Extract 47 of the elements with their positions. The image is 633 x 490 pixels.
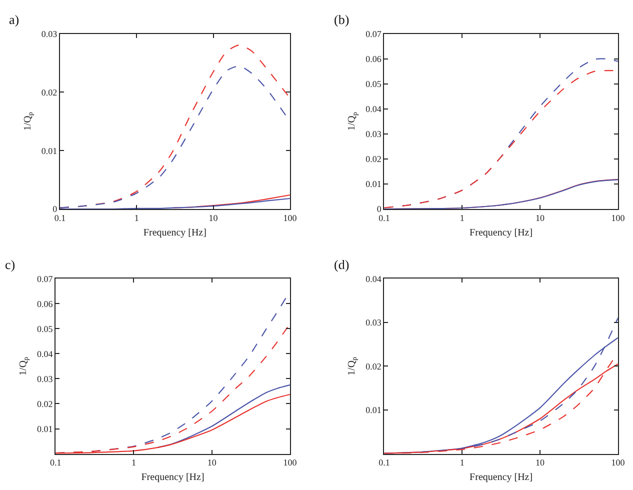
chart-title: c) xyxy=(5,257,16,272)
y-tick-label: 0 xyxy=(376,204,382,214)
x-axis-title: Frequency [Hz] xyxy=(470,227,533,238)
chart-title: a) xyxy=(9,12,20,27)
x-tick-label: 1 xyxy=(134,212,139,223)
y-tick-label: 0.03 xyxy=(366,318,382,328)
y-tick-label: 0.06 xyxy=(366,54,382,64)
x-axis-title: Frequency [Hz] xyxy=(141,472,204,484)
x-tick-label: 0.1 xyxy=(54,212,66,223)
y-tick-label: 0.01 xyxy=(366,405,382,416)
y-tick-label: 0.03 xyxy=(37,374,54,384)
x-axis-title: Frequency [Hz] xyxy=(143,227,206,238)
y-tick-label: 0.02 xyxy=(366,361,382,372)
x-tick-label: 0.1 xyxy=(50,458,62,468)
x-axis-title: Frequency [Hz] xyxy=(470,472,533,484)
x-tick-label: 100 xyxy=(283,458,298,468)
y-tick-label: 0.01 xyxy=(37,424,53,434)
y-tick-label: 0.05 xyxy=(37,324,54,334)
y-tick-label: 0.01 xyxy=(366,179,382,190)
y-tick-label: 0.07 xyxy=(366,28,382,39)
x-tick-label: 1 xyxy=(460,458,464,468)
y-tick-label: 0.02 xyxy=(366,154,382,164)
y-tick-label: 0.01 xyxy=(41,146,58,156)
y-tick-label: 0.04 xyxy=(366,104,382,114)
y-tick-label: 0.04 xyxy=(366,274,382,284)
x-tick-label: 0.1 xyxy=(378,212,390,223)
y-tick-label: 0.07 xyxy=(37,274,54,284)
x-tick-label: 10 xyxy=(536,458,546,468)
y-tick-label: 0 xyxy=(52,204,58,214)
x-tick-label: 0.1 xyxy=(378,458,390,468)
chart-title: (d) xyxy=(334,257,350,272)
x-tick-label: 1 xyxy=(460,212,464,223)
y-tick-label: 0.02 xyxy=(41,87,58,98)
x-tick-label: 1 xyxy=(131,458,136,468)
x-tick-label: 100 xyxy=(611,212,626,223)
x-tick-label: 10 xyxy=(207,458,217,468)
y-tick-label: 0.02 xyxy=(37,398,53,409)
chart-title: (b) xyxy=(334,12,350,27)
y-tick-label: 0.04 xyxy=(37,348,54,359)
y-tick-label: 0.03 xyxy=(41,28,58,39)
x-tick-label: 10 xyxy=(536,212,546,223)
x-tick-label: 100 xyxy=(283,212,298,223)
x-tick-label: 10 xyxy=(208,212,218,223)
y-tick-label: 0.05 xyxy=(366,79,382,90)
x-tick-label: 100 xyxy=(611,458,626,468)
y-tick-label: 0.03 xyxy=(366,129,382,140)
y-tick-label: 0.06 xyxy=(37,298,54,309)
